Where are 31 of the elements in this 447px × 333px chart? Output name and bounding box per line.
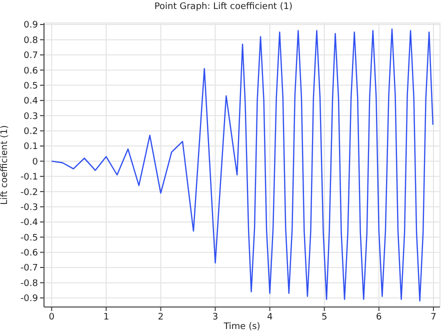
- y-tick-label: -0.6: [20, 248, 38, 259]
- y-tick-label: -0.5: [20, 233, 38, 244]
- y-tick-label: -0.3: [20, 202, 38, 213]
- x-tick-label: 2: [158, 312, 164, 322]
- x-tick-label: 7: [430, 312, 436, 322]
- y-tick-label: 0.3: [24, 112, 38, 122]
- y-tick-label: -0.2: [20, 188, 38, 198]
- x-tick-label: 5: [321, 312, 328, 322]
- y-tick-label: 0: [32, 157, 38, 168]
- y-tick-label: -0.4: [20, 218, 38, 228]
- chart-title: Point Graph: Lift coefficient (1): [153, 2, 294, 12]
- x-tick-label: 0: [48, 312, 55, 322]
- y-axis-title: Lift coefficient (1): [0, 125, 10, 205]
- y-tick-label: 0.1: [24, 142, 38, 152]
- y-tick-label: 0.2: [24, 127, 38, 138]
- x-tick-label: 1: [103, 312, 110, 322]
- y-tick-label: -0.1: [20, 172, 38, 183]
- line-series: [51, 28, 434, 302]
- y-tick-label: 0.7: [24, 51, 38, 62]
- y-tick-label: 0.6: [24, 66, 38, 76]
- y-tick-label: 0.4: [24, 96, 38, 107]
- y-tick-label: 0.5: [24, 81, 38, 92]
- y-tick-label: 0.9: [24, 20, 38, 31]
- x-tick-label: 3: [212, 312, 218, 322]
- x-tick-label: 6: [376, 312, 382, 322]
- y-tick-label: -0.8: [20, 278, 38, 289]
- x-tick-label: 4: [266, 312, 273, 322]
- x-axis-title: Time (s): [222, 322, 260, 332]
- y-tick-label: -0.9: [20, 294, 38, 304]
- y-tick-label: -0.7: [20, 264, 38, 274]
- y-tick-label: 0.8: [24, 36, 38, 46]
